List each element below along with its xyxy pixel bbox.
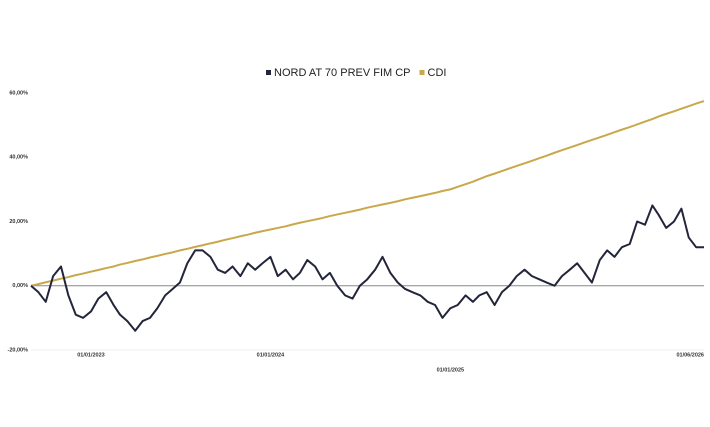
x-tick-label: 01/01/2023: [77, 352, 105, 358]
y-tick-label: 0,00%: [12, 283, 28, 289]
x-tick-label: 01/01/2024: [257, 352, 285, 358]
series-line: [30, 100, 705, 287]
legend-swatch: [419, 70, 425, 75]
y-tick-label: 20,00%: [9, 219, 28, 225]
x-tick-label: 01/01/2025: [437, 367, 465, 373]
series-line: [30, 204, 704, 332]
y-tick-label: 40,00%: [9, 155, 28, 161]
legend-label: NORD AT 70 PREV FIM CP: [274, 67, 411, 79]
legend-label: CDI: [428, 67, 447, 79]
legend-swatch: [266, 70, 271, 75]
y-tick-label: 60,00%: [9, 90, 28, 96]
x-tick-label: 01/06/2026: [676, 352, 704, 358]
y-tick-label: -20,00%: [8, 347, 29, 353]
